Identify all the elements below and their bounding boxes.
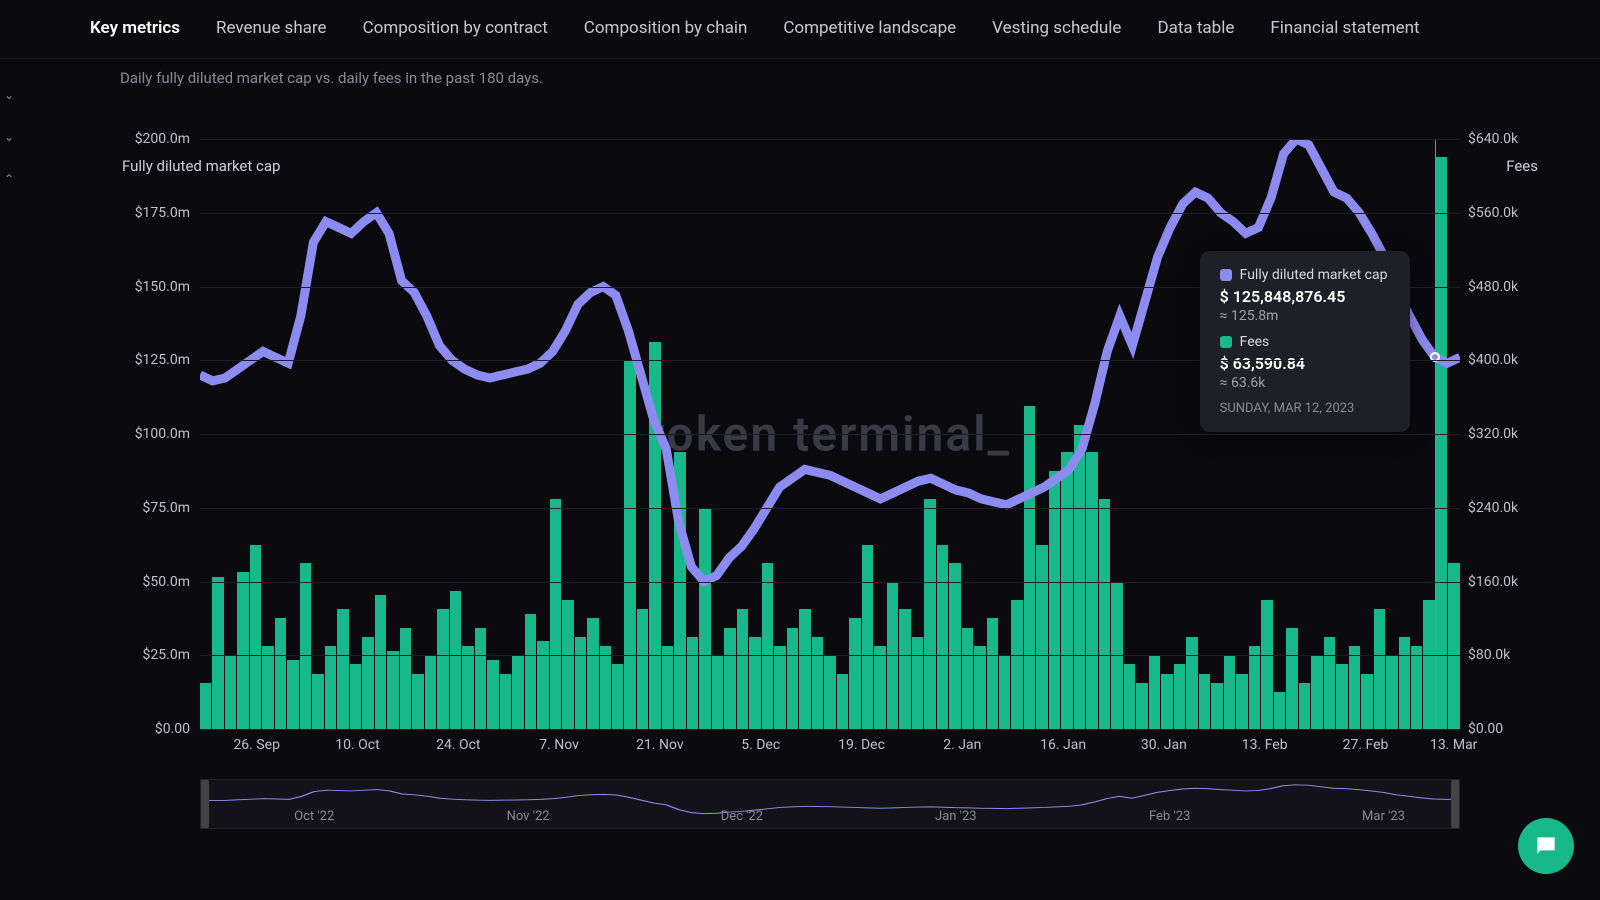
xtick: 19. Dec [838,737,885,753]
xtick: 13. Feb [1242,737,1288,753]
xtick: 2. Jan [943,737,981,753]
ytick-left: $25.0m [120,647,190,663]
tooltip-swatch-marketcap [1220,269,1232,281]
tab-vesting-schedule[interactable]: Vesting schedule [992,18,1121,44]
tooltip-series-approx: ≈ 125.8m [1220,308,1390,324]
tab-competitive-landscape[interactable]: Competitive landscape [783,18,956,44]
xtick: 24. Oct [436,737,480,753]
tooltip-series-approx: ≈ 63.6k [1220,375,1390,391]
brush-handle-right[interactable] [1451,780,1459,828]
ytick-right: $640.0k [1468,131,1538,147]
ytick-right: $80.0k [1468,647,1538,663]
ytick-left: $175.0m [120,205,190,221]
tooltip-series-label: Fees [1240,334,1270,350]
sidebar-collapse-controls: ⌄ ⌄ ⌃ [0,80,18,194]
brush-xtick: Dec '22 [721,809,763,824]
tab-revenue-share[interactable]: Revenue share [216,18,327,44]
ytick-right: $240.0k [1468,500,1538,516]
ytick-right: $320.0k [1468,426,1538,442]
ytick-right: $0.00 [1468,721,1538,737]
ytick-left: $75.0m [120,500,190,516]
gridline [200,729,1460,730]
ytick-left: $0.00 [120,721,190,737]
brush-xtick: Oct '22 [294,809,334,824]
chart-subtitle: Daily fully diluted market cap vs. daily… [0,59,1600,91]
time-brush[interactable]: Oct '22 Nov '22 Dec '22 Jan '23 Feb '23 Mar '… [200,779,1460,829]
xtick: 7. Nov [539,737,579,753]
brush-handle-left[interactable] [201,780,209,828]
brush-sparkline [201,780,1459,828]
xtick: 16. Jan [1040,737,1086,753]
gridline [200,434,1460,435]
tab-composition-by-chain[interactable]: Composition by chain [584,18,748,44]
ytick-left: $50.0m [120,574,190,590]
gridline [200,213,1460,214]
ytick-left: $125.0m [120,352,190,368]
brush-xtick: Mar '23 [1362,809,1405,824]
tooltip-series-value: $ 63,590.84 [1220,354,1390,373]
tab-financial-statement[interactable]: Financial statement [1270,18,1419,44]
ytick-right: $560.0k [1468,205,1538,221]
tab-data-table[interactable]: Data table [1157,18,1234,44]
gridline [200,360,1460,361]
chat-icon [1533,833,1559,859]
chat-fab[interactable] [1518,818,1574,874]
gridline [200,508,1460,509]
ytick-left: $100.0m [120,426,190,442]
brush-xtick: Nov '22 [507,809,550,824]
xtick: 30. Jan [1141,737,1187,753]
chevron-up-icon[interactable]: ⌃ [4,172,14,186]
chart-container: Fully diluted market cap Fees token term… [40,139,1560,829]
tab-composition-by-contract[interactable]: Composition by contract [363,18,548,44]
gridline [200,655,1460,656]
ytick-left: $200.0m [120,131,190,147]
ytick-right: $160.0k [1468,574,1538,590]
section-tabs: Key metrics Revenue share Composition by c… [0,0,1600,59]
ytick-right: $480.0k [1468,279,1538,295]
ytick-left: $150.0m [120,279,190,295]
gridline [200,139,1460,140]
tooltip-series-value: $ 125,848,876.45 [1220,287,1390,306]
xtick: 21. Nov [636,737,684,753]
chart-tooltip: Fully diluted market cap $ 125,848,876.4… [1200,251,1410,432]
tooltip-date: SUNDAY, MAR 12, 2023 [1220,401,1390,416]
chevron-down-icon[interactable]: ⌄ [4,88,14,102]
chart-plot-area[interactable]: token terminal_ Fully diluted market cap… [200,139,1460,729]
gridline [200,582,1460,583]
gridline [200,287,1460,288]
xtick: 26. Sep [233,737,280,753]
tab-key-metrics[interactable]: Key metrics [90,18,180,44]
tooltip-swatch-fees [1220,336,1232,348]
tooltip-series-label: Fully diluted market cap [1240,267,1388,283]
xtick: 13. Mar [1430,737,1477,753]
xtick: 27. Feb [1343,737,1389,753]
brush-xtick: Feb '23 [1149,809,1190,824]
right-axis-title: Fees [1506,157,1538,175]
chevron-down-icon[interactable]: ⌄ [4,130,14,144]
xtick: 10. Oct [335,737,379,753]
xtick: 5. Dec [741,737,780,753]
x-axis: 26. Sep 10. Oct 24. Oct 7. Nov 21. Nov 5. Dec… [200,737,1460,761]
brush-xtick: Jan '23 [935,809,977,824]
ytick-right: $400.0k [1468,352,1538,368]
